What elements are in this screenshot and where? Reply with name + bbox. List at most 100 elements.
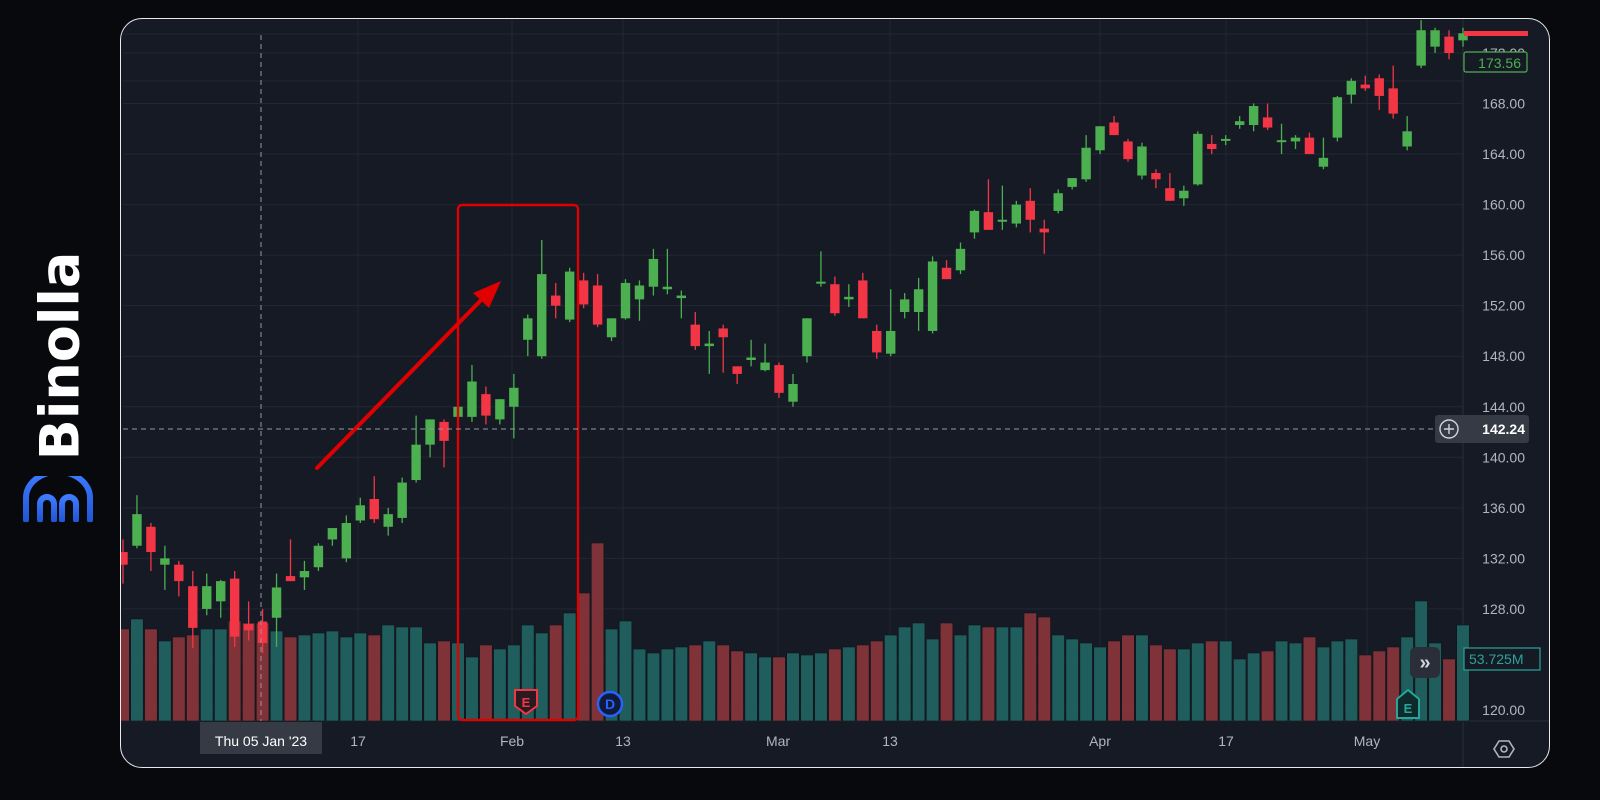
candle-body — [997, 219, 1008, 222]
candle-body — [634, 285, 645, 300]
volume-bar — [465, 656, 479, 722]
candle-body — [523, 318, 533, 340]
last-price-label: 173.56 — [1478, 55, 1521, 71]
candle-body — [746, 357, 756, 361]
candle-body — [886, 330, 896, 354]
crosshair-price-label: 142.24 — [1482, 421, 1525, 437]
candle-body — [802, 318, 812, 357]
candle-body — [760, 362, 770, 371]
volume-bar — [1149, 644, 1163, 722]
volume-bar — [1191, 642, 1205, 722]
volume-bar — [632, 648, 647, 722]
time-axis[interactable]: 17 Feb 13 Mar 13 Apr 17 May Thu 05 Jan '23 — [200, 722, 1380, 754]
volume-bar — [1358, 654, 1372, 722]
candle-body — [439, 421, 449, 441]
crosshair-date-box — [200, 722, 322, 754]
earnings-marker-icon[interactable] — [514, 689, 538, 716]
volume-bar — [856, 644, 870, 722]
candle-body — [592, 285, 603, 325]
candlestick-chart[interactable]: EDE 172.00168.00164.00160.00156.00152.00… — [121, 19, 1549, 767]
volume-bar — [121, 628, 130, 722]
price-tick-label: 152.00 — [1482, 298, 1525, 314]
crosshair-date-label: Thu 05 Jan '23 — [215, 733, 307, 749]
time-tick-label: Feb — [500, 733, 524, 749]
volume-bar — [1065, 638, 1079, 722]
volume-bar — [1135, 634, 1149, 722]
candle-body — [551, 295, 561, 306]
volume-bar — [158, 640, 172, 722]
volume-bar — [395, 626, 409, 722]
candle-body — [1332, 97, 1343, 138]
price-candles — [121, 20, 1468, 654]
time-tick-label: 17 — [1218, 733, 1234, 749]
candle-body — [788, 384, 798, 402]
volume-bar — [1330, 640, 1344, 722]
volume-bar — [646, 652, 661, 722]
volume-bar — [214, 628, 228, 722]
candle-body — [1151, 173, 1161, 180]
volume-bar — [828, 648, 842, 722]
price-tick-label: 140.00 — [1482, 449, 1525, 465]
volume-bar — [1205, 640, 1219, 722]
dividend-marker-icon[interactable] — [596, 690, 624, 718]
candle-body — [313, 545, 324, 568]
volume-bar — [297, 634, 312, 722]
volume-bar — [716, 644, 730, 722]
volume-bar — [1233, 658, 1247, 722]
scroll-right-button[interactable] — [1410, 647, 1440, 678]
time-tick-label: May — [1354, 733, 1380, 749]
last-price-label-box — [1463, 51, 1528, 73]
volume-bar — [1023, 612, 1037, 722]
candle-body — [578, 280, 589, 305]
volume-bar — [535, 632, 549, 722]
volume-bar — [702, 640, 716, 722]
earnings-marker-letter: E — [522, 695, 531, 710]
candle-body — [1416, 30, 1426, 66]
candle-body — [844, 296, 854, 300]
candle-body — [1095, 126, 1105, 151]
candle-body — [606, 318, 617, 338]
settings-icon[interactable] — [1493, 740, 1515, 758]
candle-body — [1388, 88, 1398, 114]
candle-body — [1081, 147, 1091, 180]
plus-circle-icon[interactable] — [1439, 419, 1459, 439]
candle-body — [1109, 122, 1119, 136]
candle-body — [648, 258, 659, 287]
price-tick-label: 156.00 — [1482, 247, 1525, 263]
upcoming-earnings-marker-icon[interactable] — [1396, 688, 1420, 719]
candle-body — [1011, 204, 1022, 224]
volume-bar — [1302, 636, 1317, 722]
candle-body — [1039, 228, 1049, 233]
candle-body — [1067, 178, 1077, 187]
volume-bar — [283, 636, 298, 722]
candle-body — [1458, 33, 1468, 41]
candle-body — [425, 419, 435, 445]
candle-body — [1304, 137, 1315, 155]
candle-body — [229, 578, 240, 637]
brand-name: Binolla — [28, 251, 92, 461]
candle-body — [690, 324, 700, 347]
candle-body — [1123, 141, 1133, 160]
price-tick-label: 144.00 — [1482, 399, 1525, 415]
volume-bar — [884, 634, 898, 722]
time-tick-label: 13 — [615, 733, 631, 749]
volume-bar — [409, 626, 423, 722]
volume-bar — [549, 624, 563, 722]
candle-body — [955, 248, 966, 271]
volume-bar — [1316, 646, 1331, 722]
candle-body — [1290, 137, 1301, 142]
volume-bar — [479, 644, 493, 722]
volume-bar — [563, 612, 577, 722]
price-axis[interactable]: 172.00168.00164.00160.00156.00152.00148.… — [1410, 31, 1541, 758]
volume-bar — [577, 592, 591, 722]
price-tick-label: 164.00 — [1482, 146, 1525, 162]
time-tick-label: 17 — [350, 733, 366, 749]
price-tick-label: 136.00 — [1482, 500, 1525, 516]
candle-body — [1053, 193, 1063, 211]
volume-bar — [660, 648, 674, 722]
price-tick-label: 128.00 — [1482, 601, 1525, 617]
candle-body — [495, 399, 505, 420]
volume-bar — [744, 652, 758, 722]
brand-sidebar: Binolla — [0, 0, 120, 800]
